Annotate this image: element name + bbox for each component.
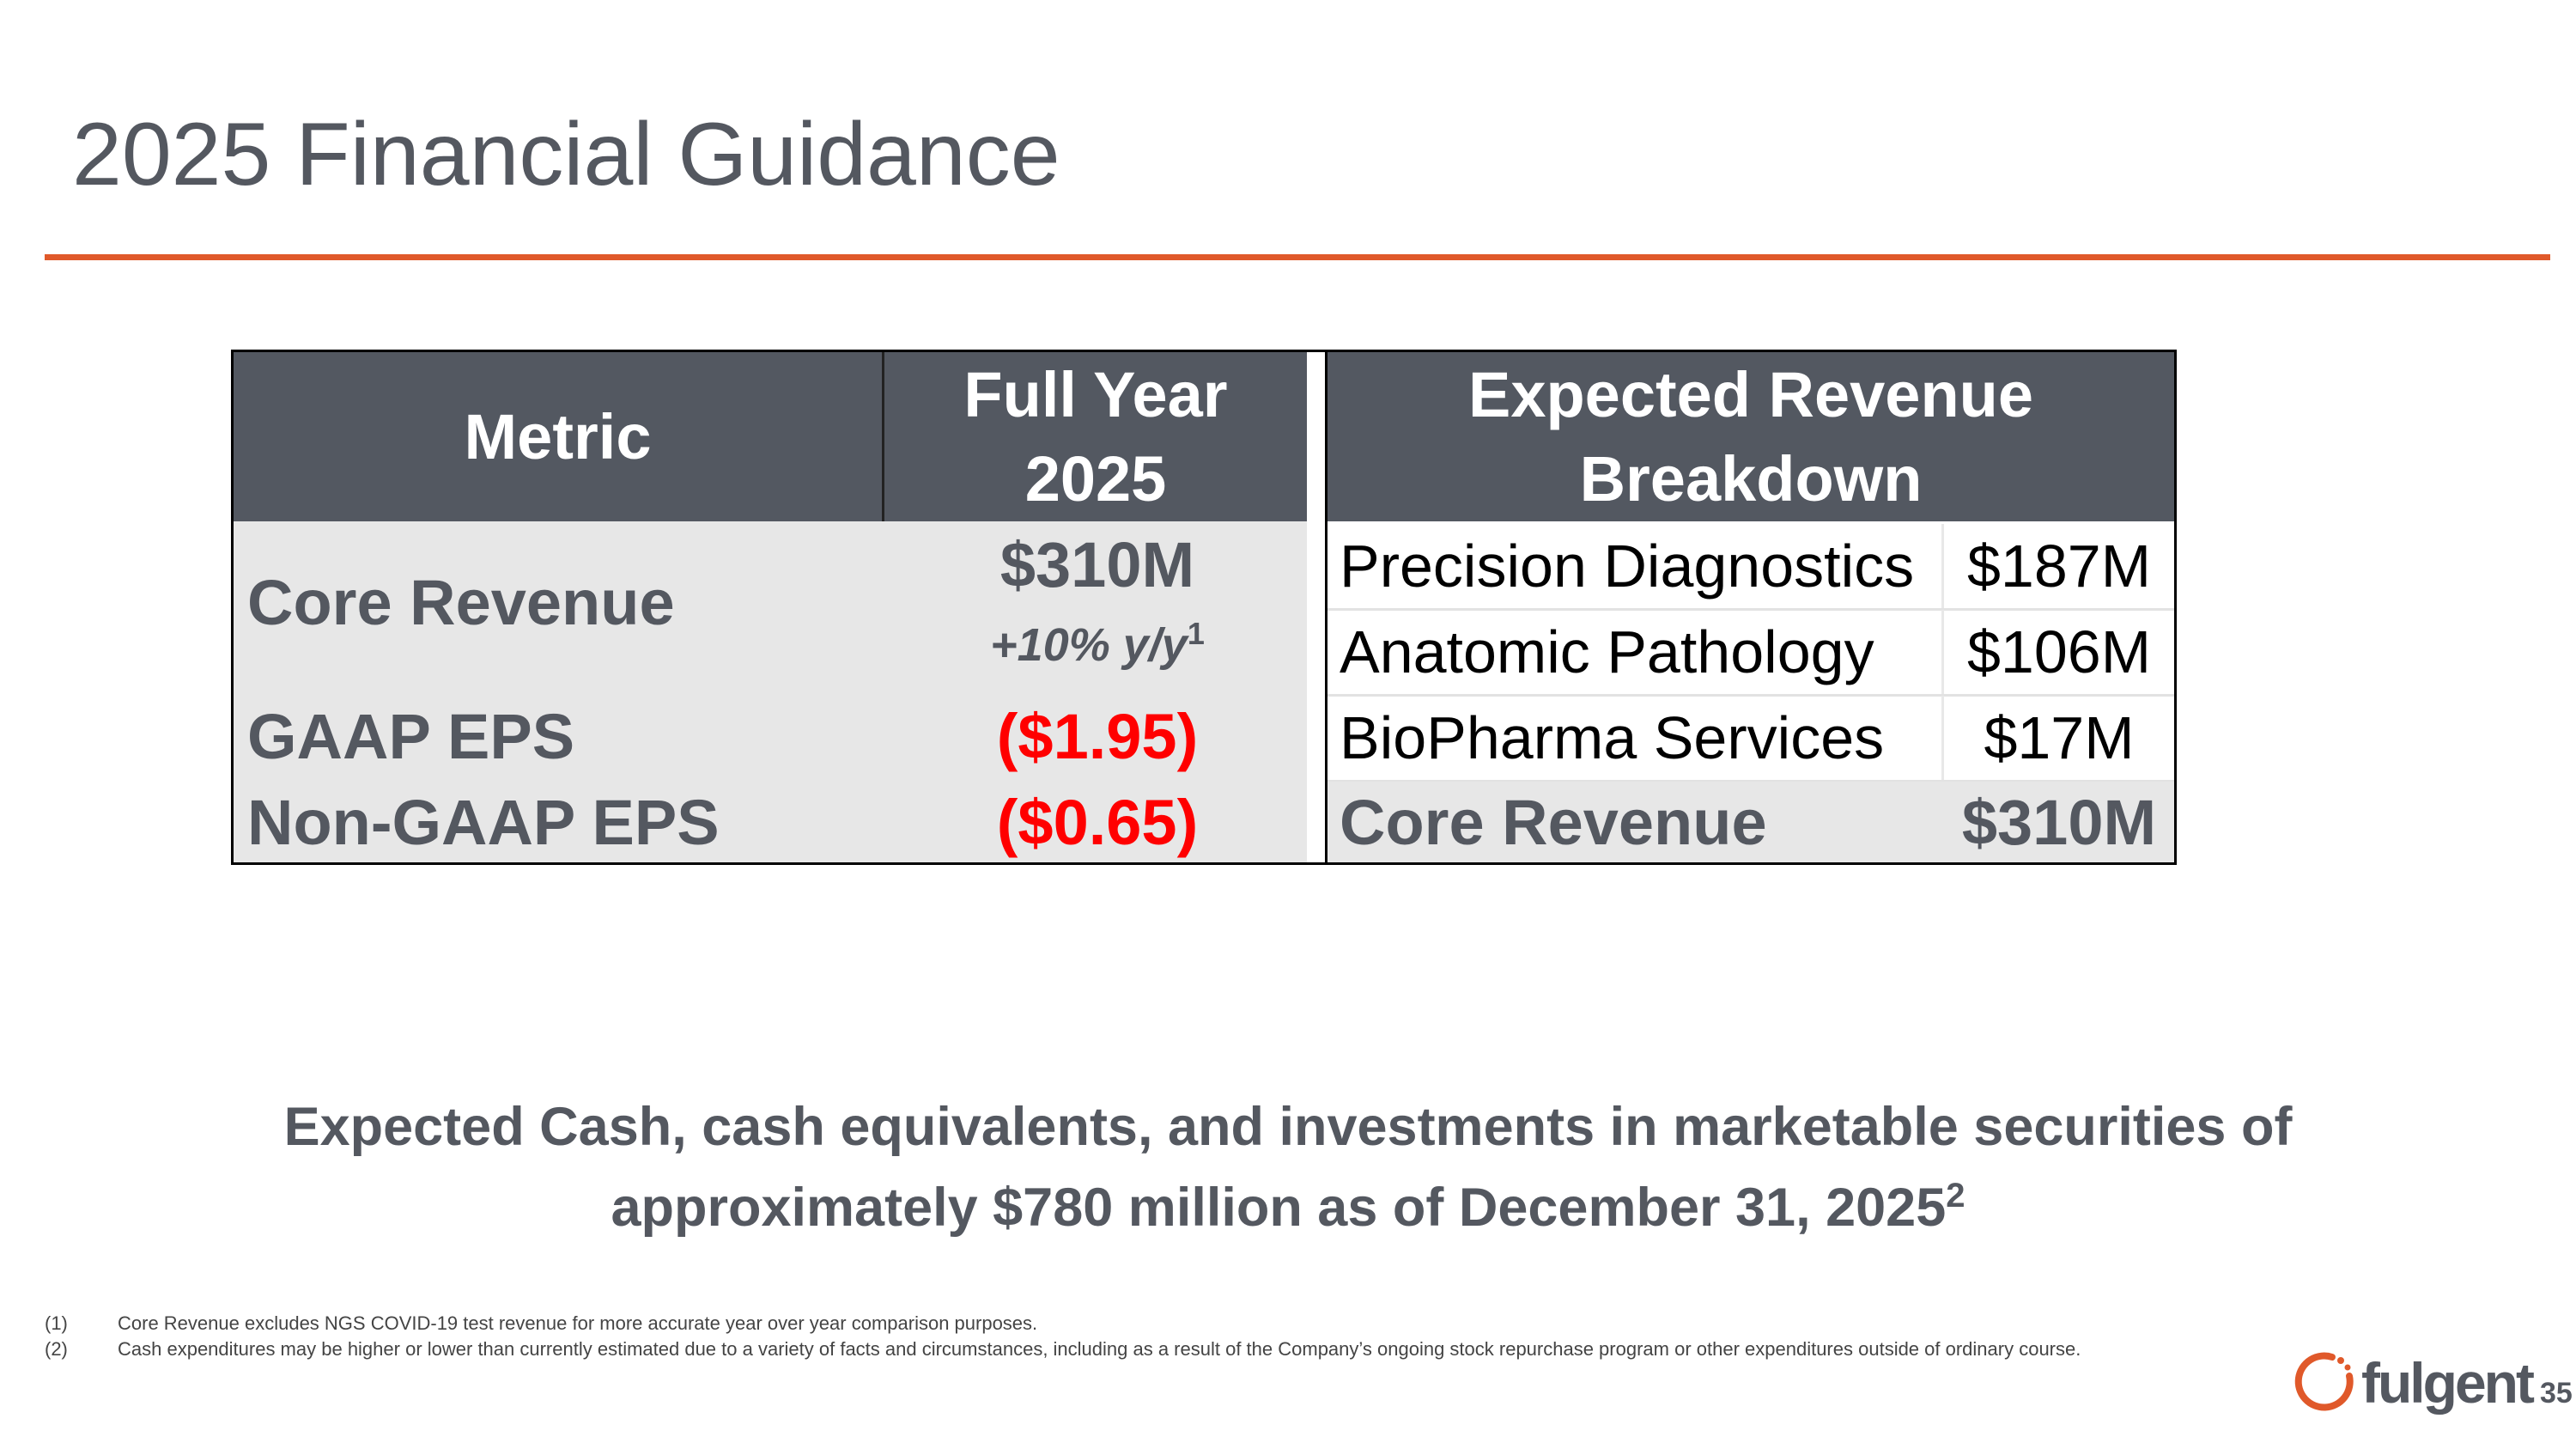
segment-value: $187M [1966,533,2152,600]
title-divider [45,254,2550,260]
row-label-gaap-eps: GAAP EPS [247,701,575,772]
segment-value: $17M [1984,704,2135,771]
header-full-year-line2: 2025 [1024,442,1167,514]
total-value: $310M [1961,786,2157,858]
table-row: Anatomic Pathology $106M [1327,610,2174,697]
growth-text: +10% y/y [990,619,1188,671]
footnote-text: Cash expenditures may be higher or lower… [118,1338,2081,1360]
footnote-ref-1: 1 [1187,616,1205,651]
fulgent-ring-icon [2294,1352,2354,1411]
header-breakdown-line2: Breakdown [1579,442,1923,514]
row-label-core-revenue: Core Revenue [247,567,675,638]
cash-statement-line2: approximately $780 million as of Decembe… [0,1161,2576,1242]
segment-name: Precision Diagnostics [1327,524,1944,608]
footnote-number: (2) [45,1338,68,1360]
header-full-year-line1: Full Year [963,358,1228,430]
non-gaap-eps-value: ($0.65) [996,787,1199,858]
core-revenue-value: $310M [999,529,1195,600]
segment-value: $106M [1966,618,2152,685]
header-breakdown: Expected Revenue Breakdown [1327,352,2174,521]
total-name: Core Revenue [1340,786,1767,858]
header-full-year: Full Year 2025 [884,352,1307,521]
footnote-ref-2: 2 [1946,1177,1965,1215]
metric-table-body: Core Revenue $310M +10% y/y1 GAAP EPS ($… [234,521,1307,862]
table-gap [1307,350,1327,865]
row-label-non-gaap-eps: Non-GAAP EPS [247,787,720,858]
footnote-number: (1) [45,1312,68,1334]
table-row: BioPharma Services $17M [1327,696,2174,782]
cash-statement-line1: Expected Cash, cash equivalents, and inv… [283,1097,2293,1157]
fulgent-logo: fulgent [2294,1350,2535,1416]
page-title: 2025 Financial Guidance [72,105,1060,204]
footnote-text: Core Revenue excludes NGS COVID-19 test … [118,1312,1038,1334]
cash-statement-line2-text: approximately $780 million as of Decembe… [611,1178,1947,1238]
segment-name: Anatomic Pathology [1327,610,1944,694]
revenue-breakdown-table: Expected Revenue Breakdown Precision Dia… [1325,350,2177,865]
header-metric: Metric [234,352,884,521]
total-row: Core Revenue $310M [1327,782,2174,862]
logo-text: fulgent [2361,1351,2535,1415]
gaap-eps-value: ($1.95) [996,701,1199,772]
metric-table: Metric Full Year 2025 Core Revenue $310M… [231,350,1309,865]
segment-name: BioPharma Services [1327,696,1944,780]
core-revenue-growth: +10% y/y1 [884,616,1310,672]
header-breakdown-line1: Expected Revenue [1467,358,2034,430]
page-number: 35 [2540,1377,2573,1409]
table-row: Precision Diagnostics $187M [1327,524,2174,611]
cash-statement: Expected Cash, cash equivalents, and inv… [0,1093,2576,1242]
